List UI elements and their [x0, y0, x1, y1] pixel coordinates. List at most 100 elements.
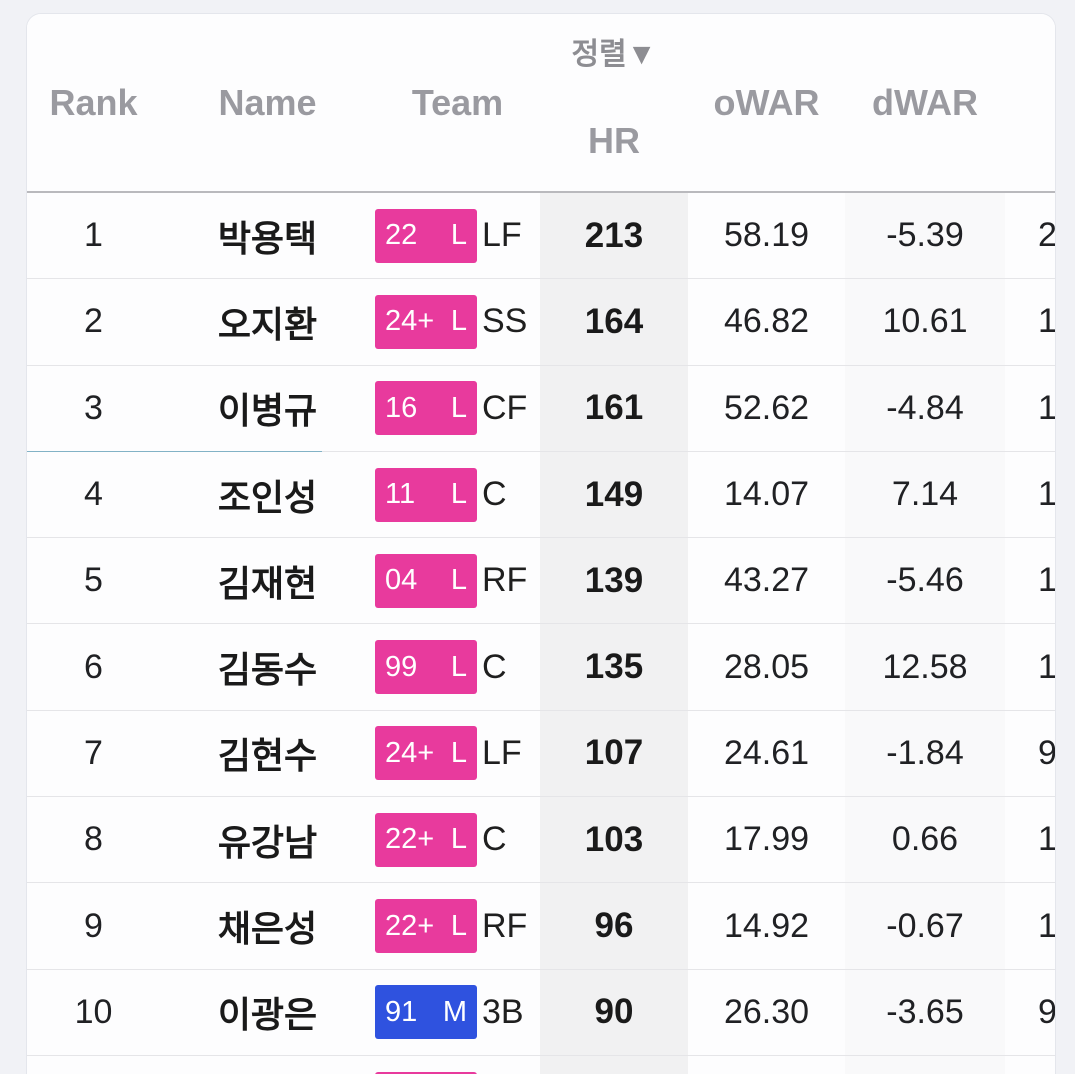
team-badge-letter: L: [450, 391, 467, 424]
rank-cell: [27, 1056, 160, 1074]
hr-value: 135: [584, 647, 644, 687]
team-badge-letter: L: [450, 909, 467, 942]
dwar-cell: 10.61: [845, 279, 1005, 365]
dwar-cell: -5.46: [845, 538, 1005, 624]
player-name[interactable]: 박용택: [217, 217, 318, 259]
owar-cell: 24.61: [688, 711, 845, 796]
table-row[interactable]: 7 김현수 24+ L LF 107 24.61 -1.84 9: [27, 710, 1055, 798]
owar-value: 52.62: [723, 388, 810, 427]
next-column-partial-value: 2: [1038, 216, 1055, 255]
owar-value: 58.19: [723, 216, 810, 255]
table-row[interactable]: 4 조인성 11 L C 149 14.07 7.14 1: [27, 451, 1055, 539]
next-column-partial-value: 1: [1038, 475, 1055, 514]
position-label: C: [482, 475, 507, 514]
team-badge-year: 04: [385, 564, 418, 597]
hr-value: 103: [584, 819, 644, 859]
column-header-hr-sorted[interactable]: 정렬▼ HR: [540, 14, 688, 191]
next-column-cell-clipped: 2: [1005, 193, 1055, 278]
player-name-cell[interactable]: 김재현: [160, 538, 375, 623]
player-name[interactable]: 오지환: [217, 303, 318, 345]
team-cell: 04 L RF: [375, 538, 540, 623]
team-badge[interactable]: 24+ L: [375, 294, 477, 349]
next-column-cell-clipped: 9: [1005, 970, 1055, 1055]
column-header-name[interactable]: Name: [218, 81, 317, 123]
hr-cell: [540, 1055, 688, 1074]
next-column-cell-clipped: 1: [1005, 538, 1055, 623]
sort-dropdown[interactable]: 정렬▼: [571, 38, 657, 71]
player-name[interactable]: 이병규: [217, 390, 318, 432]
table-body: 1 박용택 22 L LF 213 58.19 -5.39 2 2: [27, 193, 1055, 1074]
player-name[interactable]: 유강남: [217, 821, 318, 863]
table-row[interactable]: 5 김재현 04 L RF 139 43.27 -5.46 1: [27, 538, 1055, 625]
team-badge-letter: L: [450, 823, 467, 856]
team-badge-letter: L: [450, 305, 467, 338]
dwar-cell: -3.65: [845, 969, 1005, 1055]
team-badge[interactable]: [375, 1071, 477, 1074]
column-header-dwar[interactable]: dWAR: [872, 81, 978, 123]
player-name[interactable]: 김현수: [217, 735, 318, 777]
player-name[interactable]: 이광은: [217, 994, 318, 1036]
team-badge-letter: L: [450, 736, 467, 769]
table-row[interactable]: 1 박용택 22 L LF 213 58.19 -5.39 2: [27, 193, 1055, 280]
team-badge-letter: L: [450, 219, 467, 252]
team-cell: 16 L CF: [375, 366, 540, 451]
team-cell: 22+ L C: [375, 797, 540, 882]
team-badge[interactable]: 91 M: [375, 985, 477, 1040]
hr-column-label: HR: [588, 120, 640, 161]
player-name-cell[interactable]: 유강남: [160, 797, 375, 882]
player-name-cell[interactable]: 김현수: [160, 711, 375, 796]
position-label: LF: [482, 216, 522, 255]
table-row[interactable]: [27, 1055, 1055, 1074]
player-name-cell[interactable]: 이병규: [160, 366, 375, 451]
team-badge[interactable]: 16 L: [375, 381, 477, 436]
hr-value: 149: [584, 474, 644, 514]
player-name-cell[interactable]: 채은성: [160, 883, 375, 968]
table-row[interactable]: 2 오지환 24+ L SS 164 46.82 10.61 1: [27, 279, 1055, 366]
player-name[interactable]: 채은성: [217, 908, 318, 950]
team-badge-year: 91: [385, 995, 418, 1028]
next-column-cell-clipped: 1: [1005, 624, 1055, 709]
player-name[interactable]: 조인성: [217, 476, 318, 518]
next-column-partial-value: 1: [1038, 647, 1055, 686]
team-badge[interactable]: 24+ L: [375, 726, 477, 781]
player-name-cell[interactable]: 이광은: [160, 970, 375, 1055]
player-name[interactable]: 김동수: [217, 649, 318, 691]
column-header-team[interactable]: Team: [411, 81, 504, 123]
column-header-rank[interactable]: Rank: [49, 81, 138, 123]
player-name[interactable]: 김재현: [217, 562, 318, 604]
owar-value: 24.61: [723, 733, 810, 772]
player-name-cell[interactable]: 김동수: [160, 624, 375, 709]
team-badge[interactable]: 22 L: [375, 208, 477, 263]
next-column-cell-clipped: 9: [1005, 711, 1055, 796]
team-badge[interactable]: 04 L: [375, 553, 477, 608]
table-row[interactable]: 6 김동수 99 L C 135 28.05 12.58 1: [27, 624, 1055, 711]
column-header-owar[interactable]: oWAR: [713, 81, 820, 123]
player-name-cell[interactable]: [160, 1056, 375, 1074]
dwar-value: 10.61: [882, 302, 968, 341]
team-badge[interactable]: 11 L: [375, 467, 477, 522]
rank-cell: 6: [27, 624, 160, 709]
team-badge[interactable]: 22+ L: [375, 812, 477, 867]
table-row[interactable]: 9 채은성 22+ L RF 96 14.92 -0.67 1: [27, 883, 1055, 970]
dwar-value: -5.46: [886, 561, 964, 600]
table-row[interactable]: 8 유강남 22+ L C 103 17.99 0.66 1: [27, 797, 1055, 884]
next-column-partial-value: 9: [1038, 992, 1055, 1031]
next-column-cell-clipped: 1: [1005, 452, 1055, 537]
table-row[interactable]: 10 이광은 91 M 3B 90 26.30 -3.65 9: [27, 969, 1055, 1056]
table-row[interactable]: 3 이병규 16 L CF 161 52.62 -4.84 1: [27, 365, 1055, 453]
player-name-cell[interactable]: 오지환: [160, 279, 375, 364]
owar-cell: 52.62: [688, 366, 845, 451]
player-name-cell[interactable]: 박용택: [160, 193, 375, 278]
stats-table: Rank Name Team 정렬▼ HR oWAR dWAR 1 박용택 22…: [27, 14, 1055, 1074]
player-name-cell[interactable]: 조인성: [160, 452, 375, 537]
team-cell: 22 L LF: [375, 193, 540, 278]
owar-cell: 46.82: [688, 279, 845, 364]
position-label: C: [482, 820, 507, 859]
team-badge[interactable]: 99 L: [375, 640, 477, 695]
rank-value: 4: [84, 475, 103, 514]
team-badge[interactable]: 22+ L: [375, 899, 477, 954]
leaderboard-card: Rank Name Team 정렬▼ HR oWAR dWAR 1 박용택 22…: [27, 14, 1055, 1074]
rank-cell: 2: [27, 279, 160, 364]
owar-value: 14.92: [723, 906, 810, 945]
dwar-cell: 7.14: [845, 451, 1005, 538]
